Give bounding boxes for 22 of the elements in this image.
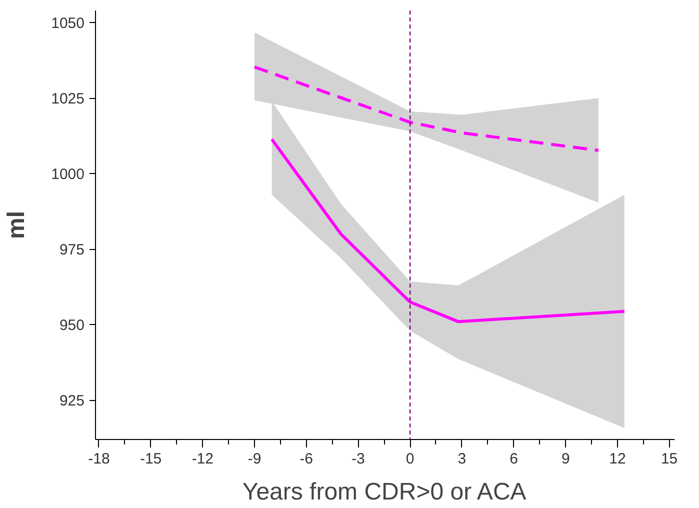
x-tick-label: 3 [458, 450, 466, 468]
x-tick-label: -6 [300, 450, 314, 468]
x-axis-title: Years from CDR>0 or ACA [242, 478, 526, 506]
line-series [253, 65, 600, 152]
x-tick-label: 6 [510, 450, 518, 468]
y-tick-label: 950 [59, 317, 85, 334]
y-tick-label: 975 [59, 242, 85, 259]
y-axis-title: ml [3, 210, 30, 240]
x-tick-label: 12 [609, 450, 626, 468]
y-tick-label: 925 [59, 392, 85, 410]
x-tick-label: -15 [140, 450, 162, 468]
x-tick-label: -12 [192, 450, 214, 468]
x-tick-label: -9 [248, 450, 262, 468]
line-series [270, 138, 626, 324]
y-tick-label: 1000 [51, 166, 85, 184]
x-tick-label: 15 [660, 450, 678, 468]
y-tick-label: 1025 [51, 90, 85, 108]
x-tick-label: 9 [561, 450, 570, 468]
x-tick-label: 0 [406, 450, 414, 468]
y-tick-label: 1050 [51, 15, 85, 32]
x-tick-label: -18 [88, 450, 110, 468]
x-tick-label: -3 [352, 450, 365, 468]
